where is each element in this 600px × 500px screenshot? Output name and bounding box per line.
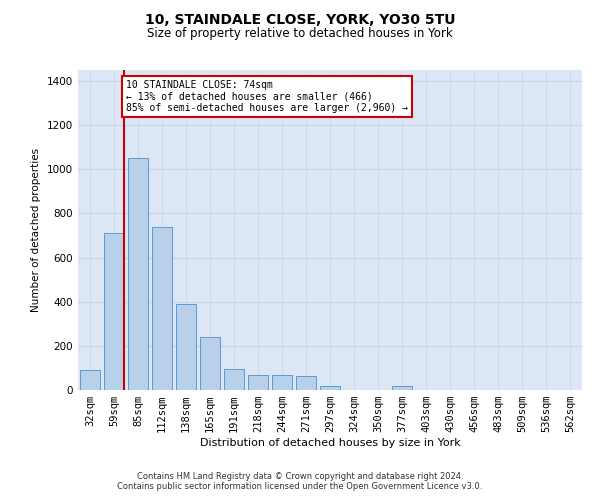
- Bar: [152, 226, 172, 390]
- Text: 10 STAINDALE CLOSE: 74sqm
← 13% of detached houses are smaller (466)
85% of semi: 10 STAINDALE CLOSE: 74sqm ← 13% of detac…: [126, 80, 408, 113]
- Bar: [128, 158, 148, 390]
- Bar: [248, 374, 268, 390]
- Bar: [80, 370, 100, 390]
- Bar: [104, 234, 124, 390]
- Bar: [176, 304, 196, 390]
- Bar: [320, 386, 340, 390]
- Text: Size of property relative to detached houses in York: Size of property relative to detached ho…: [147, 28, 453, 40]
- Bar: [392, 386, 412, 390]
- Bar: [272, 374, 292, 390]
- Text: 10, STAINDALE CLOSE, YORK, YO30 5TU: 10, STAINDALE CLOSE, YORK, YO30 5TU: [145, 12, 455, 26]
- Bar: [224, 369, 244, 390]
- X-axis label: Distribution of detached houses by size in York: Distribution of detached houses by size …: [200, 438, 460, 448]
- Bar: [296, 376, 316, 390]
- Bar: [200, 337, 220, 390]
- Text: Contains HM Land Registry data © Crown copyright and database right 2024.: Contains HM Land Registry data © Crown c…: [137, 472, 463, 481]
- Text: Contains public sector information licensed under the Open Government Licence v3: Contains public sector information licen…: [118, 482, 482, 491]
- Y-axis label: Number of detached properties: Number of detached properties: [31, 148, 41, 312]
